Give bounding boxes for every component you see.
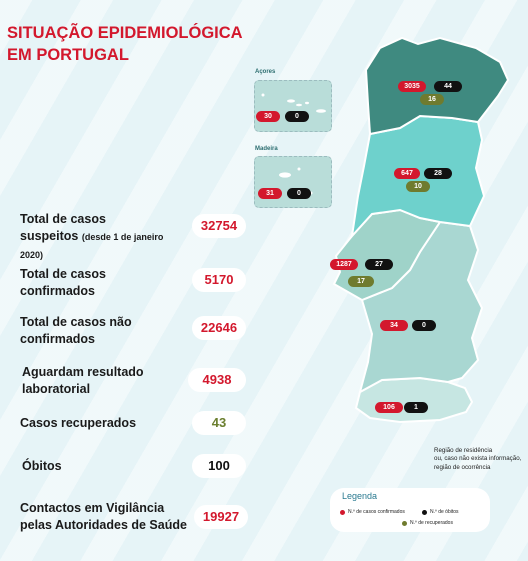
alentejo-deaths-badge: 0 <box>412 320 436 331</box>
norte-confirmed-badge: 3035 <box>398 81 426 92</box>
stat-label: Casos recuperados <box>20 416 137 430</box>
madeira-islands <box>279 167 313 195</box>
stat-value: 5170 <box>192 268 246 292</box>
green-dot-icon <box>402 520 407 526</box>
legend-title: Legenda <box>342 491 378 501</box>
residence-note: Região de residência ou, caso não exista… <box>434 447 522 471</box>
acores-inset <box>254 80 332 132</box>
lisboa-recovered-badge: 17 <box>348 276 374 287</box>
acores-deaths-badge: 0 <box>285 111 309 122</box>
legend-item-confirmed: N.º de casos confirmados <box>340 509 405 515</box>
legend: Legenda N.º de casos confirmados N.º de … <box>330 488 490 532</box>
stat-value: 32754 <box>192 214 246 238</box>
norte-deaths-badge: 44 <box>434 81 462 92</box>
acores-confirmed-badge: 30 <box>256 111 280 122</box>
lisboa-confirmed-badge: 1287 <box>330 259 358 270</box>
madeira-label: Madeira <box>255 146 278 152</box>
centro-confirmed-badge: 647 <box>394 168 420 179</box>
stat-label: Total de casos confirmados <box>20 267 106 298</box>
madeira-deaths-badge: 0 <box>287 188 311 199</box>
title-line-2: EM PORTUGAL <box>7 46 129 64</box>
title-line-1: SITUAÇÃO EPIDEMIOLÓGICA <box>7 24 243 42</box>
lisboa-deaths-badge: 27 <box>365 259 393 270</box>
stat-value: 19927 <box>194 505 248 529</box>
algarve-confirmed-badge: 106 <box>375 402 403 413</box>
acores-islands <box>261 93 326 113</box>
madeira-confirmed-badge: 31 <box>258 188 282 199</box>
centro-recovered-badge: 10 <box>406 181 430 192</box>
algarve-deaths-badge: 1 <box>404 402 428 413</box>
stat-label: Total de casos não confirmados <box>20 315 132 346</box>
stat-value: 43 <box>192 411 246 435</box>
centro-deaths-badge: 28 <box>424 168 452 179</box>
stat-label: Óbitos <box>22 459 62 473</box>
norte-recovered-badge: 16 <box>420 94 444 105</box>
legend-item-deaths: N.º de óbitos <box>422 509 459 515</box>
alentejo-confirmed-badge: 34 <box>380 320 408 331</box>
stat-label: Contactos em Vigilância pelas Autoridade… <box>20 501 187 532</box>
legend-item-recovered: N.º de recuperados <box>402 520 453 526</box>
madeira-inset <box>254 156 332 208</box>
black-dot-icon <box>422 509 427 515</box>
page-title: SITUAÇÃO EPIDEMIOLÓGICA EM PORTUGAL <box>7 22 243 66</box>
stat-label: Total de casos suspeitos (desde 1 de jan… <box>20 212 164 260</box>
stat-value: 100 <box>192 454 246 478</box>
stat-value: 4938 <box>188 368 246 392</box>
stat-value: 22646 <box>192 316 246 340</box>
red-dot-icon <box>340 509 345 515</box>
acores-label: Açores <box>255 69 276 75</box>
stat-label: Aguardam resultado laboratorial <box>22 365 144 396</box>
